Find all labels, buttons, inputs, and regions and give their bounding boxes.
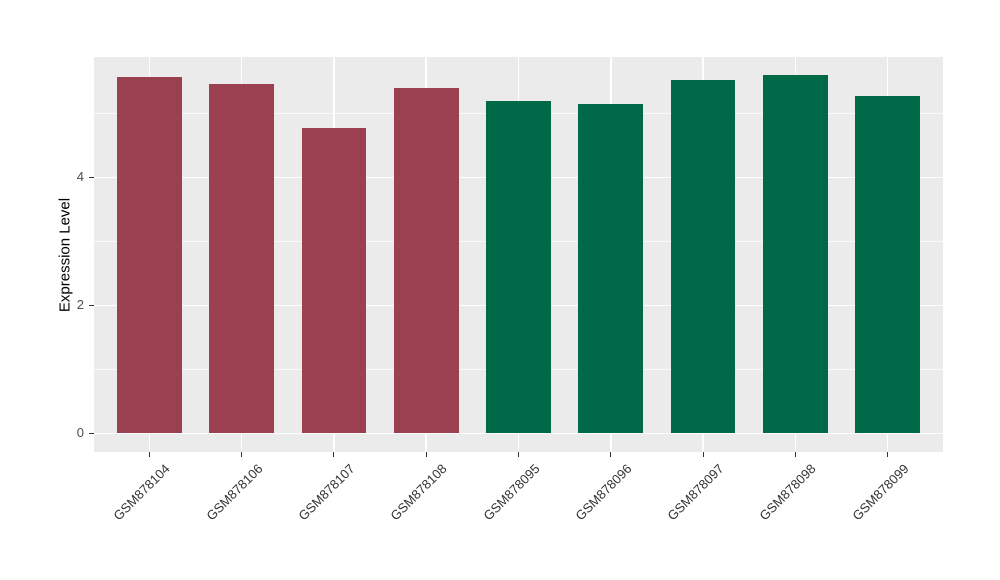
y-axis-tick-label: 0: [76, 425, 84, 441]
x-axis-tick-mark: [518, 452, 519, 457]
x-axis-tick-label: GSM878095: [479, 461, 543, 524]
x-axis-tick-mark: [794, 452, 796, 457]
x-axis-tick-label: GSM878096: [572, 461, 635, 524]
y-axis-tick-mark: [89, 176, 94, 178]
x-axis-tick-label: GSM878106: [203, 461, 266, 524]
bar-GSM878107: [301, 128, 367, 434]
x-axis-tick-mark: [425, 452, 427, 457]
x-axis-tick-label: GSM878099: [849, 461, 912, 524]
bar-GSM878098: [763, 74, 828, 434]
y-axis-tick-label: 4: [76, 169, 84, 185]
x-axis-tick-label: GSM878108: [387, 461, 450, 524]
x-axis-tick-mark: [887, 452, 889, 457]
bar-GSM878104: [117, 77, 182, 434]
y-axis-tick-mark: [89, 304, 94, 306]
x-axis-tick-mark: [610, 452, 612, 457]
bar-GSM878097: [670, 80, 736, 434]
x-axis-tick-mark: [241, 452, 243, 457]
plot-panel: [94, 57, 943, 452]
y-axis-tick-label: 2: [76, 297, 84, 313]
bar-GSM878095: [486, 101, 551, 434]
bar-GSM878099: [855, 96, 920, 434]
y-axis-title: Expression Level: [56, 197, 74, 312]
x-axis-tick-mark: [702, 452, 704, 457]
y-axis-tick-mark: [89, 432, 94, 434]
x-axis-tick-label: GSM878104: [110, 461, 173, 524]
bar-GSM878096: [578, 103, 644, 434]
bar-GSM878106: [209, 83, 274, 434]
x-axis-tick-mark: [148, 452, 150, 457]
x-axis-tick-label: GSM878097: [664, 461, 727, 524]
x-axis-tick-label: GSM878098: [756, 461, 819, 524]
x-axis-tick-label: GSM878107: [295, 461, 358, 524]
bar-GSM878108: [393, 87, 459, 434]
x-axis-tick-mark: [333, 452, 335, 457]
